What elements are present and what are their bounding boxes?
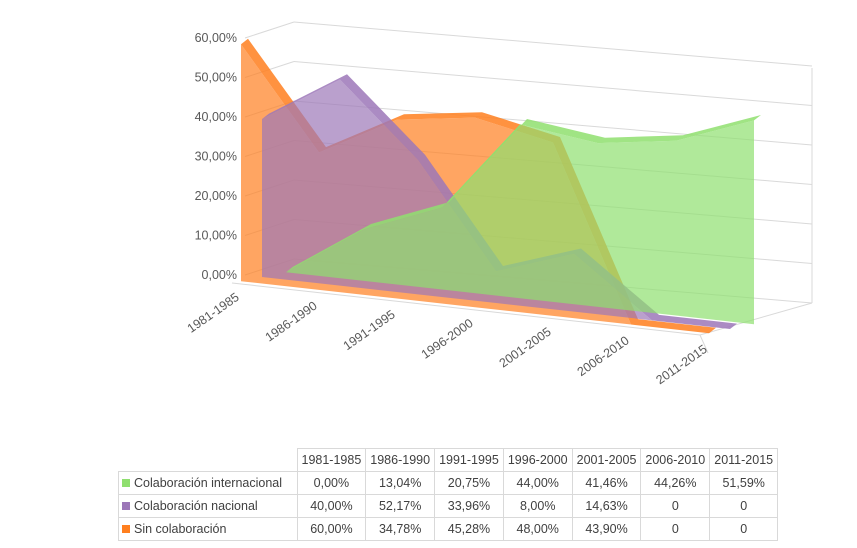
table-cell: 14,63% (571, 493, 642, 518)
table-cell: 20,75% (434, 470, 504, 495)
table-cell: 40,00% (296, 493, 367, 518)
area-chart-3d: 0,00% 10,00% 20,00% 30,00% 40,00% 50,00% 60,00… (185, 21, 813, 387)
table-cell: 13,04% (365, 470, 436, 495)
legend-label: Colaboración nacional (134, 498, 258, 513)
table-column-header: 1981-1985 (296, 448, 367, 472)
table-cell: 43,90% (571, 516, 642, 541)
floor-edge (699, 334, 709, 354)
legend-entry: Sin colaboración (118, 516, 298, 541)
legend-entry: Colaboración internacional (118, 470, 298, 495)
table-cell: 34,78% (365, 516, 436, 541)
legend-swatch (122, 501, 130, 510)
x-tick-label: 2006-2010 (575, 333, 632, 379)
y-tick-label: 40,00% (195, 110, 237, 124)
data-table: 1981-1985 1986-1990 1991-1995 1996-2000 2001… (118, 448, 779, 541)
legend-swatch (122, 478, 130, 487)
table-cell: 52,17% (365, 493, 436, 518)
x-tick-label: 1991-1995 (341, 307, 398, 353)
legend-label: Sin colaboración (134, 521, 227, 536)
y-axis-ticks: 0,00% 10,00% 20,00% 30,00% 40,00% 50,00% 60,00… (195, 31, 237, 282)
legend-label: Colaboración internacional (134, 475, 283, 490)
legend-swatch (122, 524, 130, 533)
table-cell: 48,00% (502, 516, 573, 541)
table-column-header: 2001-2005 (571, 448, 642, 472)
gridline (293, 61, 813, 106)
table-cell: 45,28% (434, 516, 504, 541)
legend-entry: Colaboración nacional (118, 493, 298, 518)
y-tick-label: 30,00% (195, 150, 237, 164)
series-0 (285, 115, 761, 325)
x-tick-label: 1996-2000 (419, 316, 476, 362)
table-cell: 0 (640, 493, 711, 518)
x-tick-label: 1981-1985 (185, 290, 242, 336)
table-column-header: 1991-1995 (434, 448, 504, 472)
table-cell: 0 (640, 516, 711, 541)
table-cell: 41,46% (571, 470, 642, 495)
y-tick-label: 50,00% (195, 71, 237, 85)
table-cell: 8,00% (502, 493, 573, 518)
y-tick-label: 20,00% (195, 189, 237, 203)
table-column-header: 2006-2010 (640, 448, 711, 472)
table-corner (118, 448, 298, 472)
table-cell: 44,26% (640, 470, 711, 495)
table-column-header: 1996-2000 (502, 448, 573, 472)
table-cell: 51,59% (709, 470, 779, 495)
x-tick-label: 1986-1990 (263, 299, 320, 345)
y-tick-label: 10,00% (195, 229, 237, 243)
x-tick-label: 2011-2015 (653, 342, 709, 387)
table-column-header: 2011-2015 (709, 448, 779, 472)
table-row: Colaboración nacional 40,00% 52,17% 33,96% 8… (118, 493, 779, 518)
series-top-band (286, 115, 761, 273)
table-row: Sin colaboración 60,00% 34,78% 45,28% 48,00%… (118, 516, 779, 541)
table-row: Colaboración internacional 0,00% 13,04% 20,… (118, 470, 779, 495)
table-cell: 33,96% (434, 493, 504, 518)
table-cell: 60,00% (296, 516, 367, 541)
y-tick-label: 60,00% (195, 31, 237, 45)
gridline-side (244, 21, 295, 39)
series-area (286, 120, 754, 325)
table-column-header: 1986-1990 (365, 448, 436, 472)
table-cell: 44,00% (502, 470, 573, 495)
series-areas (240, 38, 761, 334)
y-tick-label: 0,00% (202, 268, 237, 282)
table-cell: 0 (709, 493, 779, 518)
table-header-row: 1981-1985 1986-1990 1991-1995 1996-2000 2001… (118, 448, 779, 472)
gridline (293, 21, 813, 67)
x-tick-label: 2001-2005 (497, 325, 554, 371)
table-body: Colaboración internacional 0,00% 13,04% 20,… (118, 470, 779, 541)
table-cell: 0 (709, 516, 779, 541)
table-cell: 0,00% (296, 470, 367, 495)
